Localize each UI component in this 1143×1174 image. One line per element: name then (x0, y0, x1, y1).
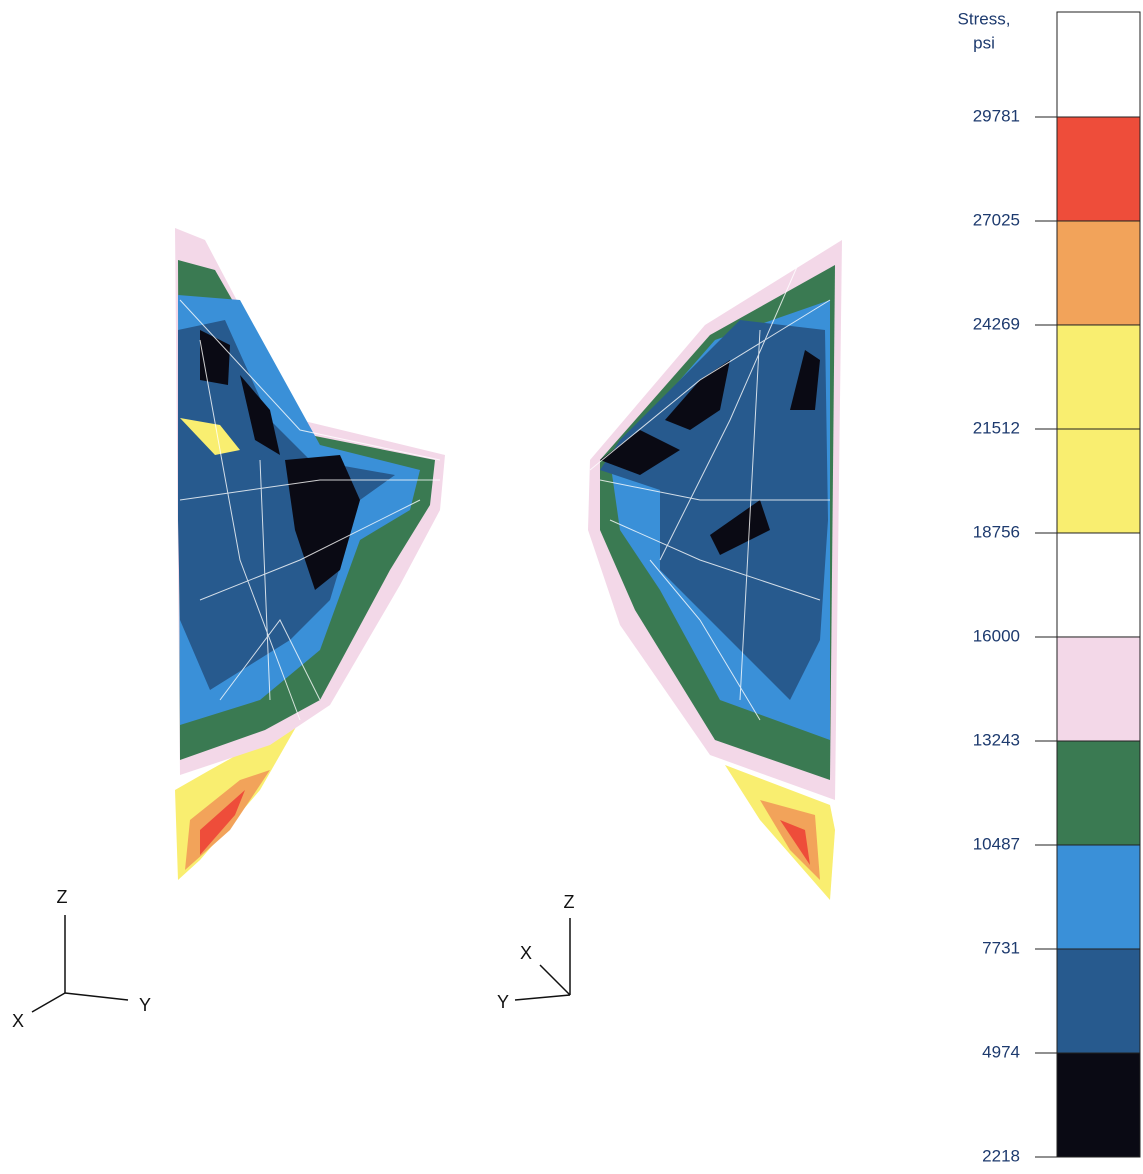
legend-tick-label: 21512 (973, 418, 1020, 437)
triad-label: Y (497, 992, 509, 1012)
triad-axis (32, 993, 65, 1012)
color-legend: Stress, psi 29781 27025 24269 21512 18756 160… (958, 9, 1140, 1165)
legend-band (1057, 533, 1140, 637)
axis-triad: Z Y X (497, 892, 575, 1012)
legend-tick-label: 4974 (982, 1042, 1020, 1061)
triad-axis (540, 965, 570, 995)
legend-tick-label: 29781 (973, 106, 1020, 125)
legend-tick-label: 18756 (973, 522, 1020, 541)
legend-band (1057, 325, 1140, 429)
legend-band (1057, 12, 1140, 117)
axis-triad: Z Y X (12, 887, 151, 1031)
triad-label: Z (57, 887, 68, 907)
legend-band (1057, 949, 1140, 1053)
legend-band (1057, 741, 1140, 845)
legend-band (1057, 221, 1140, 325)
legend-tick-label: 2218 (982, 1146, 1020, 1165)
legend-title: Stress, (958, 9, 1011, 28)
figure: Z Y X Z Y X Stress, psi 29781 27025 24269 2… (0, 0, 1143, 1174)
legend-tick-label: 7731 (982, 938, 1020, 957)
triad-axis (515, 995, 570, 1000)
right-part (588, 240, 842, 900)
legend-tick-label: 27025 (973, 210, 1020, 229)
legend-title: psi (973, 33, 995, 52)
triad-axis (65, 993, 128, 1000)
legend-tick-label: 10487 (973, 834, 1020, 853)
legend-tick-label: 24269 (973, 314, 1020, 333)
triad-label: X (12, 1011, 24, 1031)
triad-label: Z (564, 892, 575, 912)
legend-band (1057, 845, 1140, 949)
legend-band (1057, 637, 1140, 741)
left-part (175, 228, 445, 880)
legend-band (1057, 1053, 1140, 1157)
legend-band (1057, 429, 1140, 533)
legend-band (1057, 117, 1140, 221)
legend-tick-label: 16000 (973, 626, 1020, 645)
legend-tick-label: 13243 (973, 730, 1020, 749)
triad-label: X (520, 943, 532, 963)
triad-label: Y (139, 995, 151, 1015)
